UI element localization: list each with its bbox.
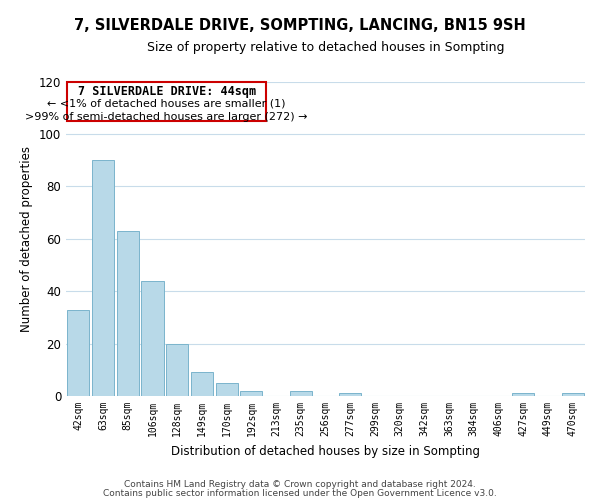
Bar bbox=[166, 344, 188, 396]
FancyBboxPatch shape bbox=[67, 82, 266, 121]
Bar bbox=[191, 372, 213, 396]
Bar bbox=[67, 310, 89, 396]
Bar bbox=[116, 231, 139, 396]
Bar bbox=[240, 391, 262, 396]
Bar bbox=[215, 383, 238, 396]
Bar bbox=[512, 394, 535, 396]
Bar bbox=[142, 280, 164, 396]
Bar bbox=[562, 394, 584, 396]
Text: ← <1% of detached houses are smaller (1): ← <1% of detached houses are smaller (1) bbox=[47, 98, 286, 108]
Title: Size of property relative to detached houses in Sompting: Size of property relative to detached ho… bbox=[147, 41, 504, 54]
Bar bbox=[339, 394, 361, 396]
Y-axis label: Number of detached properties: Number of detached properties bbox=[20, 146, 33, 332]
Bar bbox=[290, 391, 312, 396]
Text: >99% of semi-detached houses are larger (272) →: >99% of semi-detached houses are larger … bbox=[25, 112, 308, 122]
Text: 7, SILVERDALE DRIVE, SOMPTING, LANCING, BN15 9SH: 7, SILVERDALE DRIVE, SOMPTING, LANCING, … bbox=[74, 18, 526, 32]
Text: Contains public sector information licensed under the Open Government Licence v3: Contains public sector information licen… bbox=[103, 488, 497, 498]
Bar bbox=[92, 160, 114, 396]
X-axis label: Distribution of detached houses by size in Sompting: Distribution of detached houses by size … bbox=[171, 444, 480, 458]
Text: 7 SILVERDALE DRIVE: 44sqm: 7 SILVERDALE DRIVE: 44sqm bbox=[77, 86, 256, 98]
Text: Contains HM Land Registry data © Crown copyright and database right 2024.: Contains HM Land Registry data © Crown c… bbox=[124, 480, 476, 489]
